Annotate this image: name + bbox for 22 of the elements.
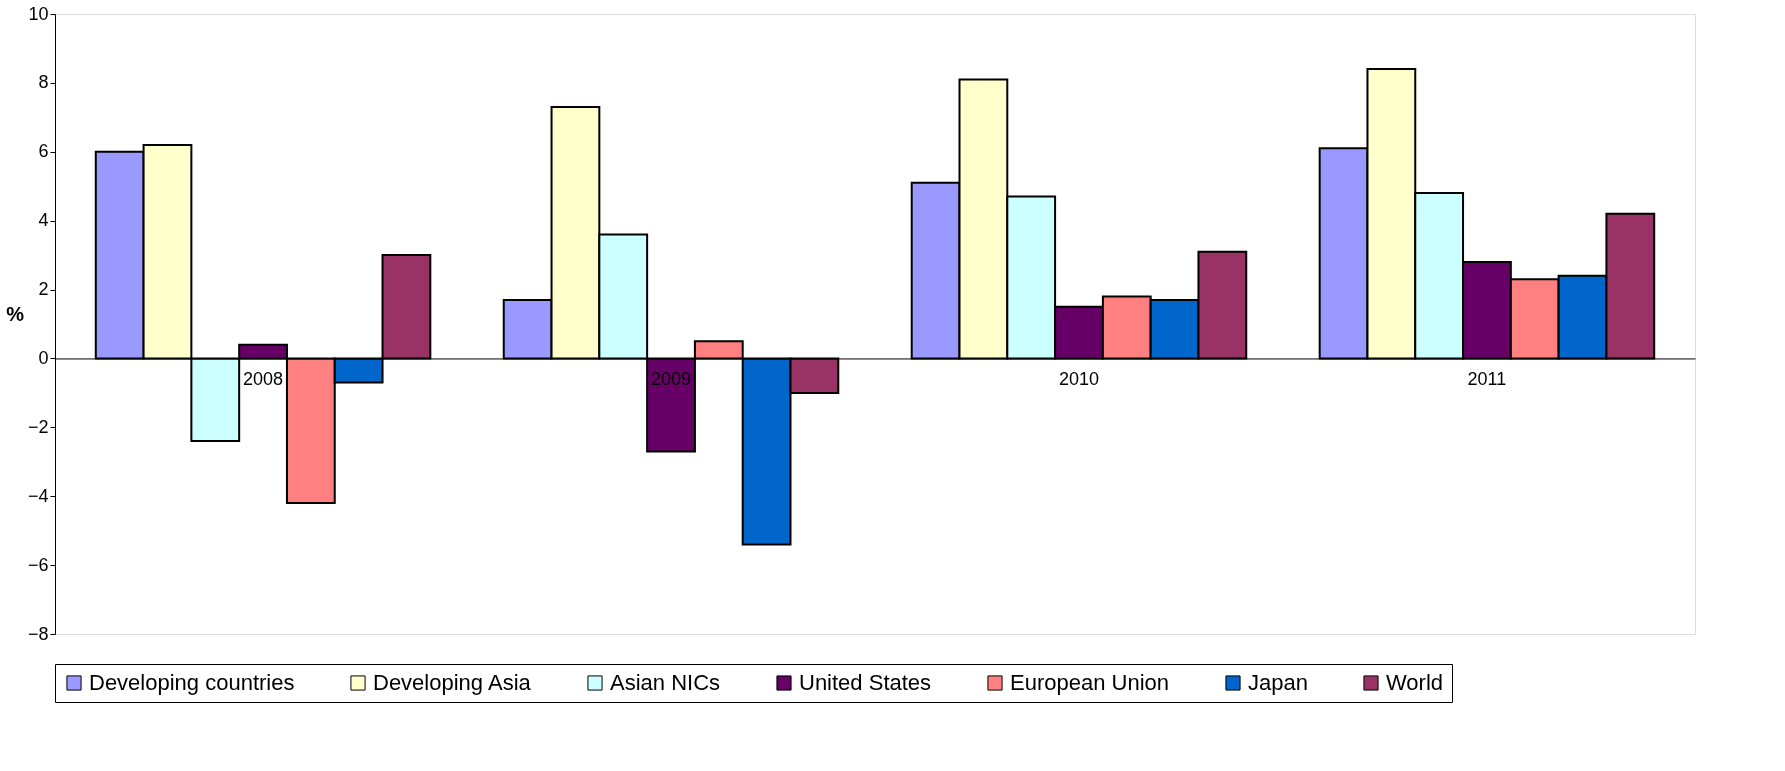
x-tick-label: 2011	[1467, 368, 1507, 389]
y-tick-label: −8	[27, 623, 49, 644]
legend-label: Developing countries	[89, 670, 295, 695]
x-tick-label: 2010	[1058, 368, 1099, 389]
y-tick-label: 10	[28, 3, 49, 24]
y-tick-label: 8	[38, 72, 49, 93]
y-tick-label: −4	[27, 485, 49, 506]
x-tick-label: 2008	[243, 368, 284, 389]
legend-label: Developing Asia	[373, 670, 532, 695]
y-tick-label: 6	[38, 141, 49, 162]
y-axis-title: %	[6, 302, 25, 325]
legend-label: United States	[799, 670, 932, 695]
legend-label: World	[1386, 670, 1444, 695]
legend-label: Asian NICs	[610, 670, 721, 695]
y-tick-label: 2	[38, 279, 49, 300]
y-tick-label: 4	[38, 210, 49, 231]
y-tick-label: −6	[27, 554, 49, 575]
legend-label: Japan	[1248, 670, 1308, 695]
y-tick-label: −2	[27, 416, 49, 437]
y-tick-label: 0	[38, 347, 49, 368]
legend-label: European Union	[1010, 670, 1170, 695]
x-tick-label: 2009	[651, 368, 692, 389]
